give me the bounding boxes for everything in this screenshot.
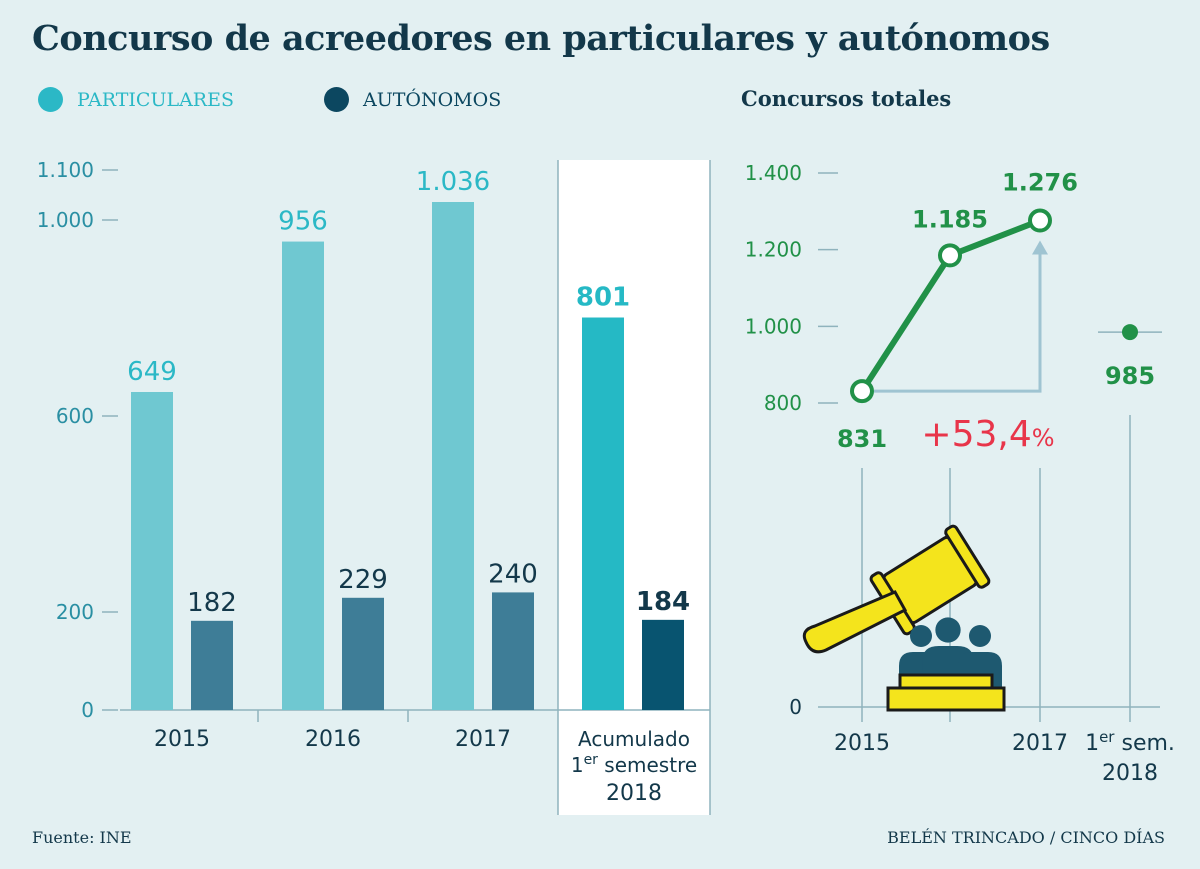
highlight-label-line1: Acumulado	[578, 727, 690, 751]
growth-arrow-head	[1032, 240, 1048, 255]
person-head-0	[910, 625, 932, 647]
value-label-1er-sem-2018: 985	[1105, 362, 1155, 390]
legend-particulares-label: PARTICULARES	[77, 88, 234, 111]
x-label-2018: 2018	[1102, 761, 1158, 786]
x-label-2016: 2016	[305, 727, 361, 752]
y-tick-label: 1.000	[37, 208, 94, 232]
legend-autonomos-swatch	[324, 87, 349, 112]
gavel-head-cap-right	[944, 524, 991, 589]
value-label-particulares-2017: 1.036	[416, 167, 490, 197]
page-title: Concurso de acreedores en particulares y…	[32, 18, 1050, 59]
bar-autonomos-2016	[342, 597, 384, 710]
growth-annotation: +53,4%	[921, 414, 1054, 455]
value-label-2016: 1.185	[912, 205, 988, 233]
data-point-1er-sem-2018	[1122, 324, 1138, 341]
bar-autonomos-2017	[492, 592, 534, 710]
bar-particulares-2016	[282, 241, 324, 710]
gavel-and-people-icon	[802, 524, 1006, 712]
gavel-handle	[802, 590, 908, 654]
bar-particulares-2017	[432, 202, 474, 710]
legend-particulares-swatch	[38, 87, 63, 112]
value-label-2015: 831	[837, 425, 887, 453]
bar-particulares-2018	[582, 317, 624, 710]
highlight-label-line3: 2018	[606, 781, 662, 806]
data-point-2015	[850, 379, 874, 404]
y-tick-label: 1.400	[745, 161, 802, 185]
growth-arrow-line	[874, 252, 1042, 393]
value-label-particulares-2015: 649	[127, 357, 177, 387]
y-tick-label: 800	[764, 391, 802, 415]
value-label-particulares-2018: 801	[576, 283, 630, 313]
y-tick-label: 1.000	[745, 314, 802, 338]
line-chart-title: Concursos totales	[741, 86, 952, 111]
highlight-panel	[558, 160, 710, 815]
value-label-2017: 1.276	[1002, 169, 1078, 197]
legend-autonomos-label: AUTÓNOMOS	[363, 88, 502, 111]
person-head-1	[935, 617, 961, 643]
bar-autonomos-2015	[191, 620, 233, 710]
credit-note: BELÉN TRINCADO / CINCO DÍAS	[887, 828, 1165, 847]
value-label-autonomos-2016: 229	[338, 565, 388, 595]
value-label-autonomos-2015: 182	[187, 588, 237, 618]
x-label-1er-sem: 1er sem.	[1085, 728, 1175, 756]
value-label-autonomos-2018: 184	[636, 587, 690, 617]
y-tick-label: 0	[789, 695, 802, 719]
y-tick-label: 0	[81, 698, 94, 722]
gavel-head	[869, 524, 991, 636]
x-label-2017: 2017	[455, 727, 511, 752]
legend-autonomos: AUTÓNOMOS	[324, 87, 501, 112]
line-chart: 0 800 1.000 1.200 1.400 831 1.185 1.276 985 +53,4…	[745, 161, 1175, 786]
bar-chart: 0 200 600 1.000 1.100 649 182 2015 956 229 2016 1.0…	[37, 158, 711, 815]
person-head-2	[969, 625, 991, 647]
highlight-label-line2: 1er semestre	[571, 752, 697, 777]
bar-autonomos-2018	[642, 619, 684, 710]
x-label-2015: 2015	[834, 731, 890, 756]
y-tick-label: 1.100	[37, 158, 94, 182]
y-tick-label: 600	[56, 404, 94, 428]
bar-particulares-2015	[131, 391, 173, 710]
y-tick-label: 200	[56, 600, 94, 624]
data-point-2016	[938, 243, 962, 268]
data-point-2017	[1028, 208, 1052, 233]
x-label-2017: 2017	[1012, 731, 1068, 756]
y-tick-label: 1.200	[745, 238, 802, 262]
x-label-2015: 2015	[154, 727, 210, 752]
source-note: Fuente: INE	[32, 828, 132, 847]
value-label-autonomos-2017: 240	[488, 559, 538, 589]
legend-particulares: PARTICULARES	[38, 87, 234, 112]
value-label-particulares-2016: 956	[278, 207, 328, 237]
podium-base	[886, 686, 1006, 712]
